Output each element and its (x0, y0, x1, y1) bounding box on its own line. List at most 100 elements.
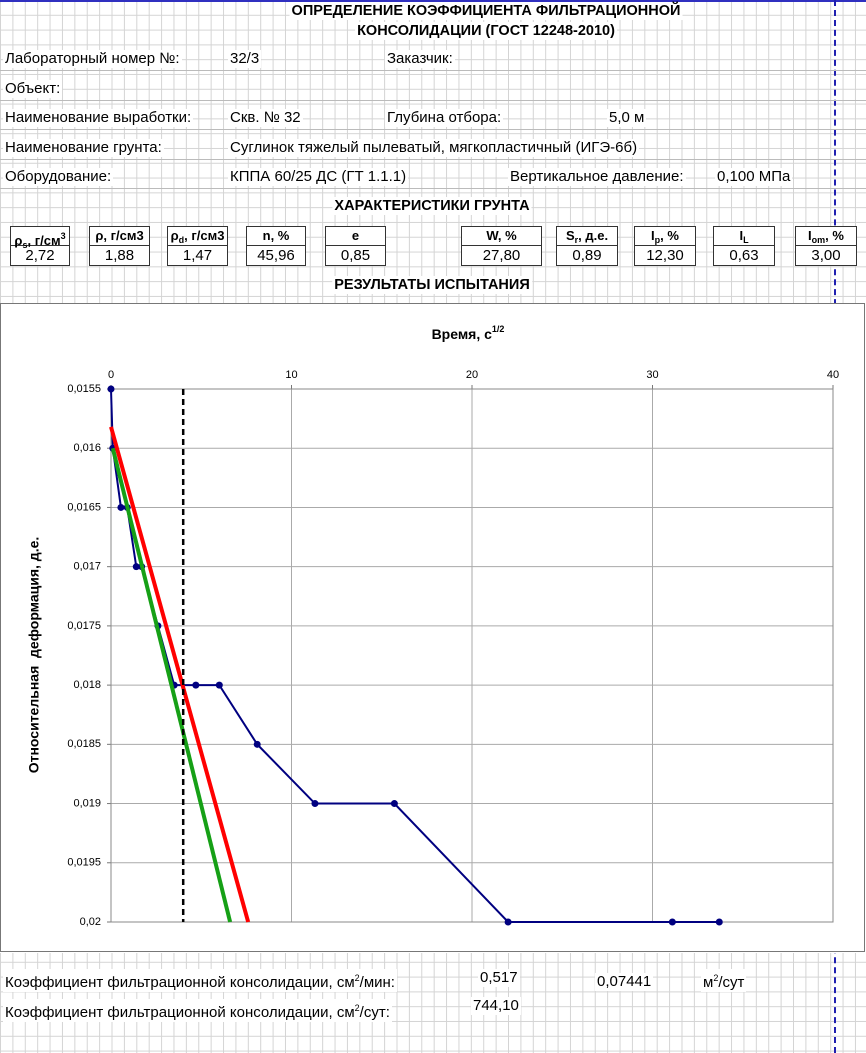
y-tick-label: 0,0175 (67, 620, 101, 632)
chart: Время, с1/2 Относительная деформация, д.… (0, 303, 866, 953)
value: 0,07441 (595, 973, 654, 991)
symbol: S (565, 228, 575, 243)
char-value: 1,47 (182, 247, 213, 264)
text: м (703, 974, 714, 991)
value: 0,517 (478, 969, 520, 987)
char-box: n, % 45,96 (246, 226, 306, 266)
x-axis-title-sup: 1/2 (492, 324, 505, 334)
symbol: ρ (95, 228, 104, 243)
char-value: 45,96 (257, 247, 295, 264)
subscript: d (178, 235, 185, 245)
y-axis-title: Относительная деформация, д.е. (26, 537, 42, 774)
text: /сут: (359, 1004, 390, 1021)
char-header: W, % (462, 227, 541, 246)
sup: 2 (354, 973, 360, 983)
series-line (110, 447, 233, 923)
sup: 2 (354, 1003, 360, 1013)
char-value: 2,72 (25, 247, 55, 264)
label: Заказчик: (385, 50, 455, 68)
char-box: ρd, г/см3 1,47 (167, 226, 228, 266)
text: /сут (718, 974, 745, 991)
y-tick-label: 0,0165 (67, 501, 101, 513)
value: 32/3 (228, 50, 262, 68)
char-header: e (326, 227, 385, 246)
x-tick-label: 40 (827, 369, 839, 381)
x-tick-label: 0 (108, 369, 114, 381)
title: КОНСОЛИДАЦИИ (ГОСТ 12248-2010) (355, 22, 617, 40)
point (192, 681, 200, 689)
char-header: IL (714, 227, 774, 246)
char-value: 1,88 (104, 247, 135, 264)
label: Вертикальное давление: (508, 168, 686, 186)
label: Коэффициент фильтрационной консолидации,… (3, 969, 397, 992)
sup: 2 (713, 973, 719, 983)
label: Глубина отбора: (385, 109, 504, 127)
char-value: 0,85 (340, 247, 371, 264)
subscript: p (654, 235, 661, 245)
point (117, 503, 125, 511)
unit: , г/см3 (184, 228, 225, 243)
char-header: Ip, % (635, 227, 695, 246)
series-line (109, 426, 251, 923)
char-value: 12,30 (646, 247, 684, 264)
row-line (0, 70, 866, 71)
label: Наименование грунта: (3, 139, 164, 157)
unit: , % (660, 228, 679, 243)
char-header: ρs, г/см3 (11, 227, 69, 250)
x-tick-label: 10 (285, 369, 297, 381)
point (311, 800, 319, 808)
y-tick-label: 0,019 (73, 797, 101, 809)
value: Скв. № 32 (228, 109, 303, 127)
text: Коэффициент фильтрационной консолидации,… (5, 1004, 355, 1021)
row-line (0, 100, 866, 101)
value: 744,10 (471, 997, 521, 1015)
unit: , % (497, 228, 517, 243)
symbol: W (486, 228, 498, 243)
symbol: ρ (170, 228, 179, 243)
char-header: n, % (247, 227, 305, 246)
row-line (0, 129, 866, 130)
row-line (0, 159, 866, 160)
point (215, 681, 223, 689)
unit: , г/см3 (103, 228, 144, 243)
point (715, 918, 723, 926)
text: Коэффициент фильтрационной консолидации,… (5, 974, 355, 991)
plot-border (110, 388, 834, 923)
label: Лабораторный номер №: (3, 50, 182, 68)
unit: , % (825, 228, 844, 243)
subscript: om (811, 235, 826, 245)
char-value: 0,63 (729, 247, 759, 264)
x-axis-title: Время, с1/2 (432, 324, 505, 341)
label: Оборудование: (3, 168, 114, 186)
char-box: Sr, д.е. 0,89 (556, 226, 618, 266)
y-tick-label: 0,0155 (67, 383, 101, 395)
value: 0,100 МПа (715, 168, 793, 186)
point (107, 385, 115, 393)
char-header: ρd, г/см3 (168, 227, 227, 246)
y-tick-label: 0,016 (73, 442, 101, 454)
char-header: Sr, д.е. (557, 227, 617, 246)
subscript: L (743, 235, 749, 245)
unit: , д.е. (578, 228, 609, 243)
symbol: I (651, 228, 655, 243)
section-title: РЕЗУЛЬТАТЫ ИСПЫТАНИЯ (332, 276, 532, 294)
label: Объект: (3, 80, 63, 98)
char-box: ρ, г/см3 1,88 (89, 226, 150, 266)
chart-border (0, 303, 865, 952)
char-box: ρs, г/см3 2,72 (10, 226, 70, 266)
char-box: e 0,85 (325, 226, 386, 266)
point (504, 918, 512, 926)
symbol: e (351, 228, 360, 243)
point (253, 740, 261, 748)
row-line (0, 188, 866, 189)
unit: , г/см (27, 233, 61, 248)
point (132, 563, 140, 571)
unit: , % (270, 228, 290, 243)
label: Наименование выработки: (3, 109, 194, 127)
subscript: r (574, 235, 579, 245)
value: КППА 60/25 ДС (ГТ 1.1.1) (228, 168, 409, 186)
x-tick-label: 30 (646, 369, 658, 381)
value: Суглинок тяжелый пылеватый, мягкопластич… (228, 139, 640, 157)
char-box: IL 0,63 (713, 226, 775, 266)
char-box: W, % 27,80 (461, 226, 542, 266)
